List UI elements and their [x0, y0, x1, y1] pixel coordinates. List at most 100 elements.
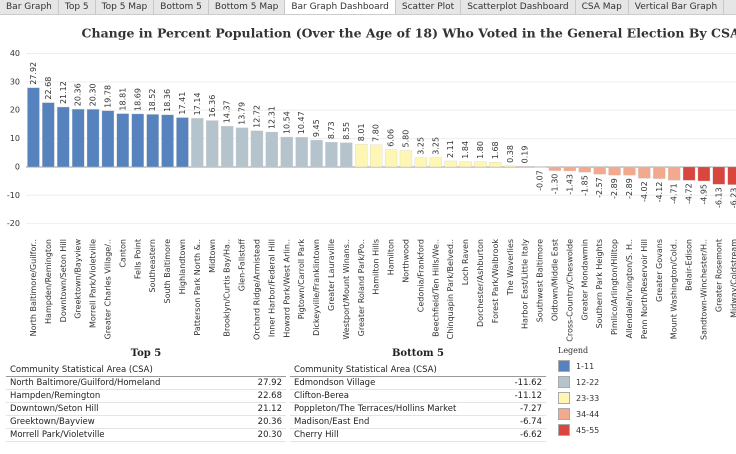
table-row: Downtown/Seton Hill 21.12: [6, 403, 286, 416]
tab[interactable]: Bottom 5 Map: [209, 0, 286, 14]
table-cell: North Baltimore/Guilford/Homeland: [10, 378, 161, 388]
y-tick-label: 20: [10, 106, 20, 115]
value-label: 0.19: [521, 146, 530, 164]
value-label: 18.69: [133, 88, 142, 111]
table-cell: Clifton-Berea: [294, 391, 349, 401]
legend-title: Legend: [558, 346, 589, 355]
legend-label: 23-33: [576, 393, 600, 403]
x-tick-label: North Baltimore/Guilfor..: [29, 239, 38, 336]
tab[interactable]: Vertical Bar Graph: [629, 0, 725, 14]
x-tick-label: Greater Govans: [655, 239, 664, 302]
y-tick-label: 40: [10, 49, 20, 58]
x-tick-label: Greektown/Bayview: [74, 239, 83, 319]
value-label: 1.84: [461, 141, 470, 159]
value-label: -2.89: [610, 178, 619, 199]
bar: [57, 106, 70, 168]
value-label: 10.54: [282, 111, 291, 134]
value-label: 18.81: [118, 88, 127, 111]
legend-item: 45-55: [558, 422, 599, 438]
bar: [429, 157, 442, 168]
value-label: 20.36: [74, 83, 83, 106]
x-tick-label: Oldtown/Middle East: [550, 239, 559, 321]
x-tick-label: Loch Raven: [461, 239, 470, 285]
x-tick-label: Hamilton: [387, 239, 396, 275]
value-label: 5.80: [401, 130, 410, 148]
legend-swatch: [558, 360, 570, 372]
x-tick-label: Penn North/Reservoir Hill: [640, 239, 649, 339]
y-tick-label: 0: [15, 162, 20, 171]
table-cell: Downtown/Seton Hill: [10, 404, 99, 414]
value-label: 1.68: [491, 141, 500, 159]
bar: [235, 127, 249, 168]
x-tick-label: Chinquapin Park/Belved..: [446, 239, 455, 339]
table-cell: -11.12: [514, 391, 542, 401]
table-row: North Baltimore/Guilford/Homeland 27.92: [6, 377, 286, 390]
x-tick-label: Harbor East/Little Italy: [521, 239, 530, 329]
value-label: -4.72: [685, 183, 694, 204]
value-label: 20.30: [89, 83, 98, 106]
tab[interactable]: Scatterplot Dashboard: [461, 0, 576, 14]
value-label: -1.30: [550, 174, 559, 195]
table-cell: 22.68: [257, 391, 282, 401]
legend-swatch: [558, 392, 570, 404]
table-cell: 20.36: [257, 417, 282, 427]
value-label: 1.80: [476, 141, 485, 159]
legend-label: 45-55: [576, 425, 600, 435]
x-tick-label: Greater Lauraville: [327, 239, 336, 311]
x-tick-label: Mount Washington/Cold..: [670, 239, 679, 339]
legend-label: 34-44: [576, 409, 600, 419]
tab[interactable]: Bar Graph Dashboard: [285, 0, 396, 14]
x-tick-label: South Baltimore: [163, 239, 172, 304]
table-row: Hampden/Remington 22.68: [6, 390, 286, 403]
value-label: 3.25: [431, 137, 440, 155]
value-label: 9.45: [312, 119, 321, 137]
bar: [86, 109, 100, 168]
tab[interactable]: Scatter Plot: [396, 0, 462, 14]
x-tick-label: Pigtown/Carroll Park: [297, 239, 306, 320]
bar: [399, 150, 413, 168]
table-row: Greektown/Bayview 20.36: [6, 416, 286, 429]
table-cell: Poppleton/The Terraces/Hollins Market: [294, 404, 457, 414]
value-label: -2.89: [625, 178, 634, 199]
bar: [727, 166, 736, 185]
tab[interactable]: Bottom 5: [154, 0, 209, 14]
tab[interactable]: CSA Map: [576, 0, 629, 14]
tab[interactable]: Bar Graph: [0, 0, 59, 14]
value-label: 8.73: [327, 121, 336, 139]
x-tick-label: Beechfield/Ten Hills/We..: [431, 239, 440, 337]
bar: [72, 109, 85, 168]
value-label: 27.92: [29, 62, 38, 85]
bar: [459, 161, 472, 168]
bar: [638, 166, 651, 179]
x-tick-label: Forest Park/Walbrook: [491, 239, 500, 324]
legend-item: 12-22: [558, 374, 599, 390]
value-label: -4.71: [670, 183, 679, 204]
tab[interactable]: Top 5: [59, 0, 96, 14]
legend-item: 34-44: [558, 406, 599, 422]
value-label: 10.47: [297, 111, 306, 134]
legend-label: 1-11: [576, 361, 595, 371]
value-label: -2.57: [595, 177, 604, 198]
x-tick-label: Cedonia/Frankford: [416, 239, 425, 312]
x-tick-label: Southeastern: [148, 239, 157, 293]
bar: [340, 142, 353, 168]
bar: [563, 166, 576, 172]
value-label: 17.14: [193, 92, 202, 115]
bar: [444, 160, 457, 168]
x-tick-label: Greater Rosemont: [714, 239, 723, 312]
x-tick-label: Inner Harbor/Federal Hill: [267, 239, 276, 337]
x-tick-label: Dorchester/Ashburton: [476, 239, 485, 327]
x-tick-label: Cross-Country/Cheswolde: [565, 239, 574, 342]
x-tick-label: Northwood: [401, 239, 410, 283]
x-tick-label: Hamilton Hills: [372, 239, 381, 295]
x-tick-label: Canton: [118, 239, 127, 268]
x-tick-label: Pimlico/Arlington/Hilltop: [610, 239, 619, 335]
x-tick-label: Sandtown-Winchester/H..: [699, 239, 708, 340]
tab[interactable]: Top 5 Map: [96, 0, 155, 14]
value-label: -0.07: [536, 170, 545, 191]
value-label: -1.43: [565, 174, 574, 195]
x-tick-label: Westport/Mount Winans..: [342, 239, 351, 340]
value-label: -4.02: [640, 181, 649, 202]
bar: [27, 87, 40, 168]
bar: [280, 136, 293, 168]
